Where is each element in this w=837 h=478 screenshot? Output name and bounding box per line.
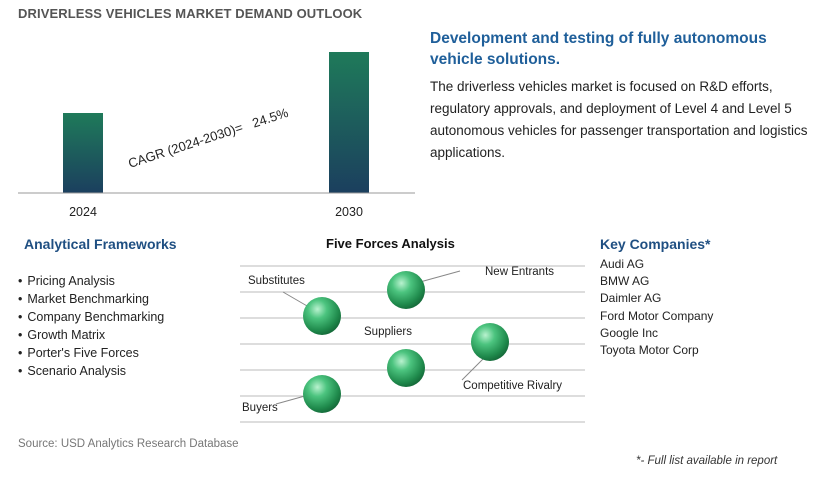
force-sphere-buyers bbox=[303, 375, 341, 413]
x-tick-2024: 2024 bbox=[69, 205, 97, 219]
company-item: Google Inc bbox=[600, 325, 659, 340]
bar-2030 bbox=[329, 52, 369, 193]
force-label-new-entrants: New Entrants bbox=[485, 266, 554, 278]
framework-item: Company Benchmarking bbox=[18, 308, 164, 326]
force-sphere-substitutes bbox=[303, 297, 341, 335]
framework-item: Pricing Analysis bbox=[18, 272, 164, 290]
market-bar-chart: 2024 2030 CAGR (2024-2030)= 24.5% bbox=[18, 52, 415, 219]
frameworks-title: Analytical Frameworks bbox=[24, 236, 177, 252]
force-label-competitive-rivalry: Competitive Rivalry bbox=[463, 380, 562, 392]
source-note: Source: USD Analytics Research Database bbox=[18, 438, 239, 450]
page-title: DRIVERLESS VEHICLES MARKET DEMAND OUTLOO… bbox=[18, 6, 363, 21]
x-tick-2030: 2030 bbox=[335, 205, 363, 219]
force-sphere-new-entrants bbox=[387, 271, 425, 309]
company-item: Audi AG bbox=[600, 257, 645, 271]
force-sphere-competitive-rivalry bbox=[471, 323, 509, 361]
company-item: Ford Motor Company bbox=[600, 308, 714, 323]
force-label-substitutes: Substitutes bbox=[248, 275, 305, 287]
force-label-suppliers: Suppliers bbox=[364, 326, 412, 338]
five-forces-title: Five Forces Analysis bbox=[326, 236, 455, 251]
companies-list: Audi AG BMW AG Daimler AG Ford Motor Com… bbox=[600, 256, 713, 359]
framework-item: Porter's Five Forces bbox=[18, 344, 164, 362]
framework-item: Market Benchmarking bbox=[18, 290, 164, 308]
companies-title: Key Companies* bbox=[600, 236, 711, 252]
company-item: Toyota Motor Corp bbox=[600, 343, 699, 358]
framework-item: Growth Matrix bbox=[18, 326, 164, 344]
description-body: The driverless vehicles market is focuse… bbox=[430, 79, 808, 160]
frameworks-list: Pricing Analysis Market Benchmarking Com… bbox=[18, 272, 164, 380]
company-item: BMW AG bbox=[600, 274, 650, 289]
full-list-footnote: *- Full list available in report bbox=[636, 455, 778, 467]
company-item: Daimler AG bbox=[600, 291, 662, 306]
bar-2024 bbox=[63, 113, 103, 193]
description-headline: Development and testing of fully autonom… bbox=[430, 30, 767, 68]
framework-item: Scenario Analysis bbox=[18, 362, 164, 380]
force-label-buyers: Buyers bbox=[242, 402, 278, 414]
force-sphere-suppliers bbox=[387, 349, 425, 387]
